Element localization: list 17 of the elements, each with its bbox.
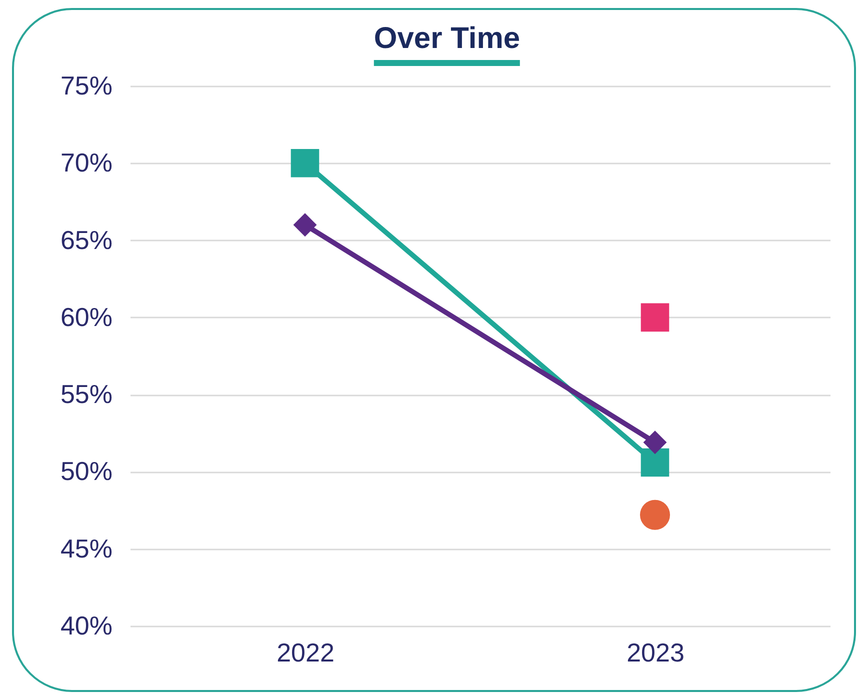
point	[293, 213, 317, 237]
y-tick-label: 70%	[60, 148, 112, 178]
y-tick-label: 65%	[60, 224, 112, 255]
chart-title: Over Time	[374, 22, 520, 66]
point	[643, 430, 667, 454]
y-tick-label: 45%	[60, 533, 112, 564]
y-tick-label: 50%	[60, 456, 112, 486]
x-tick-label: 2023	[626, 638, 684, 668]
point	[290, 149, 320, 178]
point	[640, 303, 670, 332]
y-tick-label: 60%	[60, 302, 112, 332]
y-tick-label: 55%	[60, 379, 112, 410]
y-tick-label: 75%	[60, 70, 112, 100]
point	[640, 448, 670, 477]
x-tick-label: 2022	[276, 638, 334, 668]
y-tick-label: 40%	[60, 610, 112, 640]
point	[640, 500, 670, 530]
